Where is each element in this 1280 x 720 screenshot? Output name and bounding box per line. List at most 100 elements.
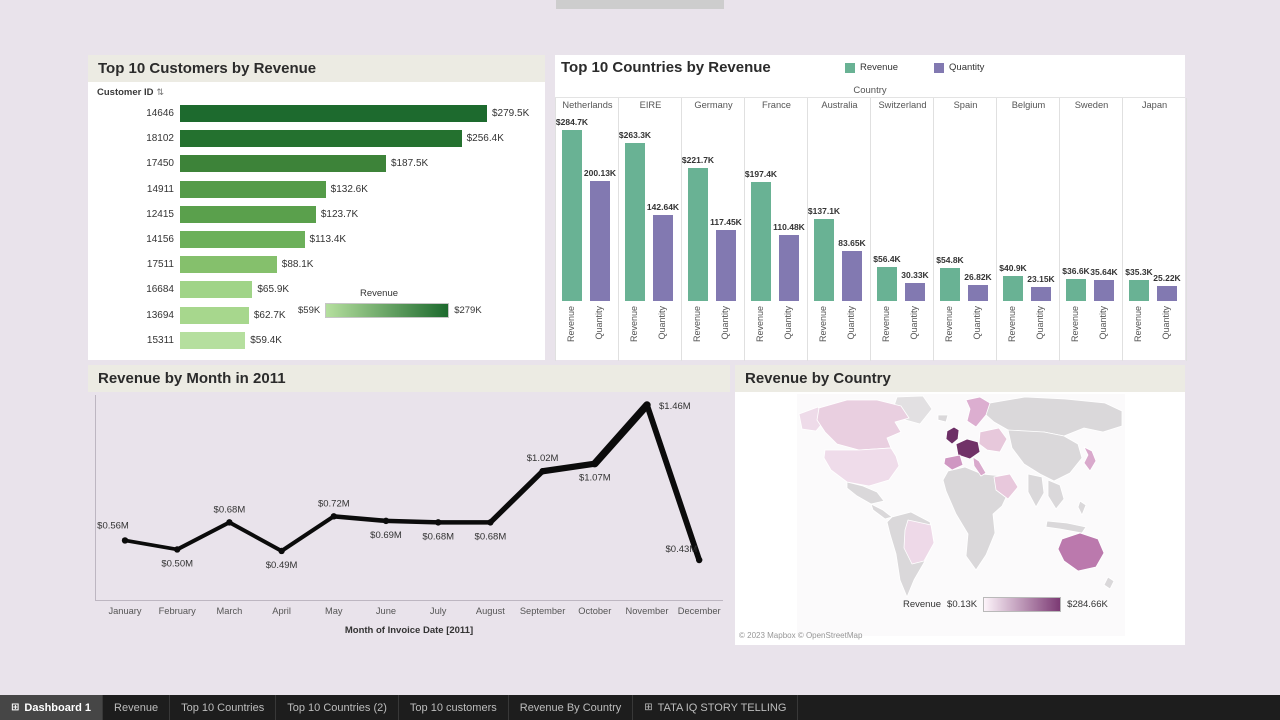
map-region-australia[interactable] <box>1057 532 1105 572</box>
revenue-line-segment[interactable] <box>227 520 284 553</box>
map-region-japan[interactable] <box>1083 446 1097 472</box>
data-point[interactable] <box>539 468 546 475</box>
data-point[interactable] <box>226 519 233 526</box>
data-point[interactable] <box>330 513 337 520</box>
country-label[interactable]: Sweden <box>1074 100 1109 110</box>
quantity-bar[interactable] <box>779 234 799 301</box>
revenue-line-segment[interactable] <box>539 460 598 475</box>
revenue-bar[interactable] <box>180 130 462 148</box>
revenue-line-segment[interactable] <box>123 538 180 552</box>
map-region-new-zealand[interactable] <box>1103 576 1115 590</box>
revenue-bar[interactable] <box>751 182 771 301</box>
data-point[interactable] <box>435 519 442 526</box>
revenue-bar[interactable] <box>1003 276 1023 301</box>
map-region-usa[interactable] <box>823 447 900 487</box>
customer-id-value[interactable]: 16684 <box>146 284 174 296</box>
revenue-line-segment[interactable] <box>591 401 651 468</box>
country-label[interactable]: Germany <box>694 100 733 110</box>
revenue-line-segment[interactable] <box>383 518 441 525</box>
revenue-bar[interactable] <box>814 218 834 301</box>
map-region-canada[interactable] <box>816 399 910 451</box>
revenue-line-segment[interactable] <box>175 520 232 552</box>
revenue-bar[interactable] <box>180 331 246 349</box>
quantity-bar[interactable] <box>968 284 988 301</box>
quantity-bar[interactable] <box>1157 285 1177 301</box>
revenue-bar[interactable] <box>877 267 897 301</box>
map-region-saudi-arabia[interactable] <box>993 473 1019 500</box>
month-label[interactable]: May <box>325 606 343 616</box>
customer-id-value[interactable]: 14156 <box>146 234 174 245</box>
data-point[interactable] <box>487 519 494 526</box>
country-label[interactable]: Spain <box>953 100 978 110</box>
country-label[interactable]: France <box>762 100 791 110</box>
map-region-uk-eire[interactable] <box>945 426 960 445</box>
map-region-italy[interactable] <box>972 456 987 477</box>
map-region-eastern-europe[interactable] <box>978 427 1008 453</box>
customer-id-value[interactable]: 17511 <box>146 259 174 271</box>
quantity-bar[interactable] <box>905 282 925 301</box>
sheet-tab-top-10-customers[interactable]: Top 10 customers <box>399 695 509 720</box>
country-label[interactable]: Switzerland <box>878 100 927 110</box>
month-label[interactable]: February <box>159 606 197 616</box>
revenue-bar[interactable] <box>180 256 277 274</box>
country-label[interactable]: Netherlands <box>562 100 613 110</box>
revenue-bar[interactable] <box>688 167 708 301</box>
revenue-line-segment[interactable] <box>487 468 546 526</box>
revenue-bar[interactable] <box>1129 279 1149 301</box>
map-region-philippines[interactable] <box>1077 500 1087 516</box>
sort-icon[interactable]: ⇅ <box>156 87 165 97</box>
world-map[interactable] <box>797 394 1125 636</box>
map-region-scandinavia[interactable] <box>965 396 991 428</box>
map-region-mexico[interactable] <box>846 481 885 505</box>
quantity-bar[interactable] <box>716 230 736 301</box>
legend-gradient[interactable] <box>325 303 450 318</box>
quantity-bar[interactable] <box>842 250 862 301</box>
customer-id-value[interactable]: 14646 <box>146 108 174 119</box>
data-point[interactable] <box>643 401 651 409</box>
map-region-spain[interactable] <box>943 454 964 471</box>
month-label[interactable]: September <box>520 606 565 616</box>
customer-id-value[interactable]: 18102 <box>146 133 174 145</box>
revenue-line-segment[interactable] <box>279 514 336 554</box>
quantity-bar[interactable] <box>1094 279 1114 301</box>
data-point[interactable] <box>696 556 703 564</box>
month-label[interactable]: November <box>626 606 669 616</box>
map-region-iceland[interactable] <box>937 414 949 423</box>
revenue-bar[interactable] <box>180 231 305 248</box>
month-label[interactable]: April <box>272 606 291 616</box>
sheet-tab-revenue-by-country[interactable]: Revenue By Country <box>509 695 634 720</box>
revenue-bar[interactable] <box>180 155 386 173</box>
quantity-bar[interactable] <box>590 180 610 301</box>
legend-item-quantity[interactable]: Quantity <box>934 62 984 73</box>
map-region-central-asia[interactable] <box>1007 429 1083 482</box>
revenue-bar[interactable] <box>180 105 487 122</box>
customer-id-value[interactable]: 17450 <box>146 158 174 170</box>
customer-id-value[interactable]: 15311 <box>146 334 174 346</box>
month-label[interactable]: December <box>678 606 721 616</box>
month-label[interactable]: October <box>578 606 611 616</box>
map-region-africa[interactable] <box>942 466 1011 571</box>
sheet-tab-dashboard-1[interactable]: ⊞ Dashboard 1 <box>0 695 104 720</box>
country-label[interactable]: Belgium <box>1011 100 1046 110</box>
data-point[interactable] <box>382 517 390 525</box>
revenue-bar[interactable] <box>180 205 316 223</box>
revenue-bar[interactable] <box>180 281 253 299</box>
revenue-line-segment[interactable] <box>644 402 703 563</box>
revenue-bar[interactable] <box>1066 279 1086 301</box>
map-region-central-america[interactable] <box>870 503 893 520</box>
data-point[interactable] <box>591 460 598 467</box>
map-region-russia[interactable] <box>984 396 1123 437</box>
map-region-brazil[interactable] <box>903 519 935 565</box>
sheet-tab-tata-iq-story-telling[interactable]: ⊞ TATA IQ STORY TELLING <box>633 695 799 720</box>
revenue-bar[interactable] <box>180 306 249 324</box>
revenue-bar[interactable] <box>940 268 960 301</box>
data-point[interactable] <box>121 537 129 544</box>
quantity-bar[interactable] <box>653 215 673 301</box>
data-point[interactable] <box>278 547 285 555</box>
sheet-tab-revenue[interactable]: Revenue <box>103 695 171 720</box>
sheet-tab-top-10-countries-2[interactable]: Top 10 Countries (2) <box>276 695 399 720</box>
map-legend-gradient[interactable] <box>983 597 1062 612</box>
data-point[interactable] <box>174 546 181 553</box>
month-label[interactable]: January <box>108 606 141 616</box>
month-label[interactable]: July <box>430 606 447 616</box>
